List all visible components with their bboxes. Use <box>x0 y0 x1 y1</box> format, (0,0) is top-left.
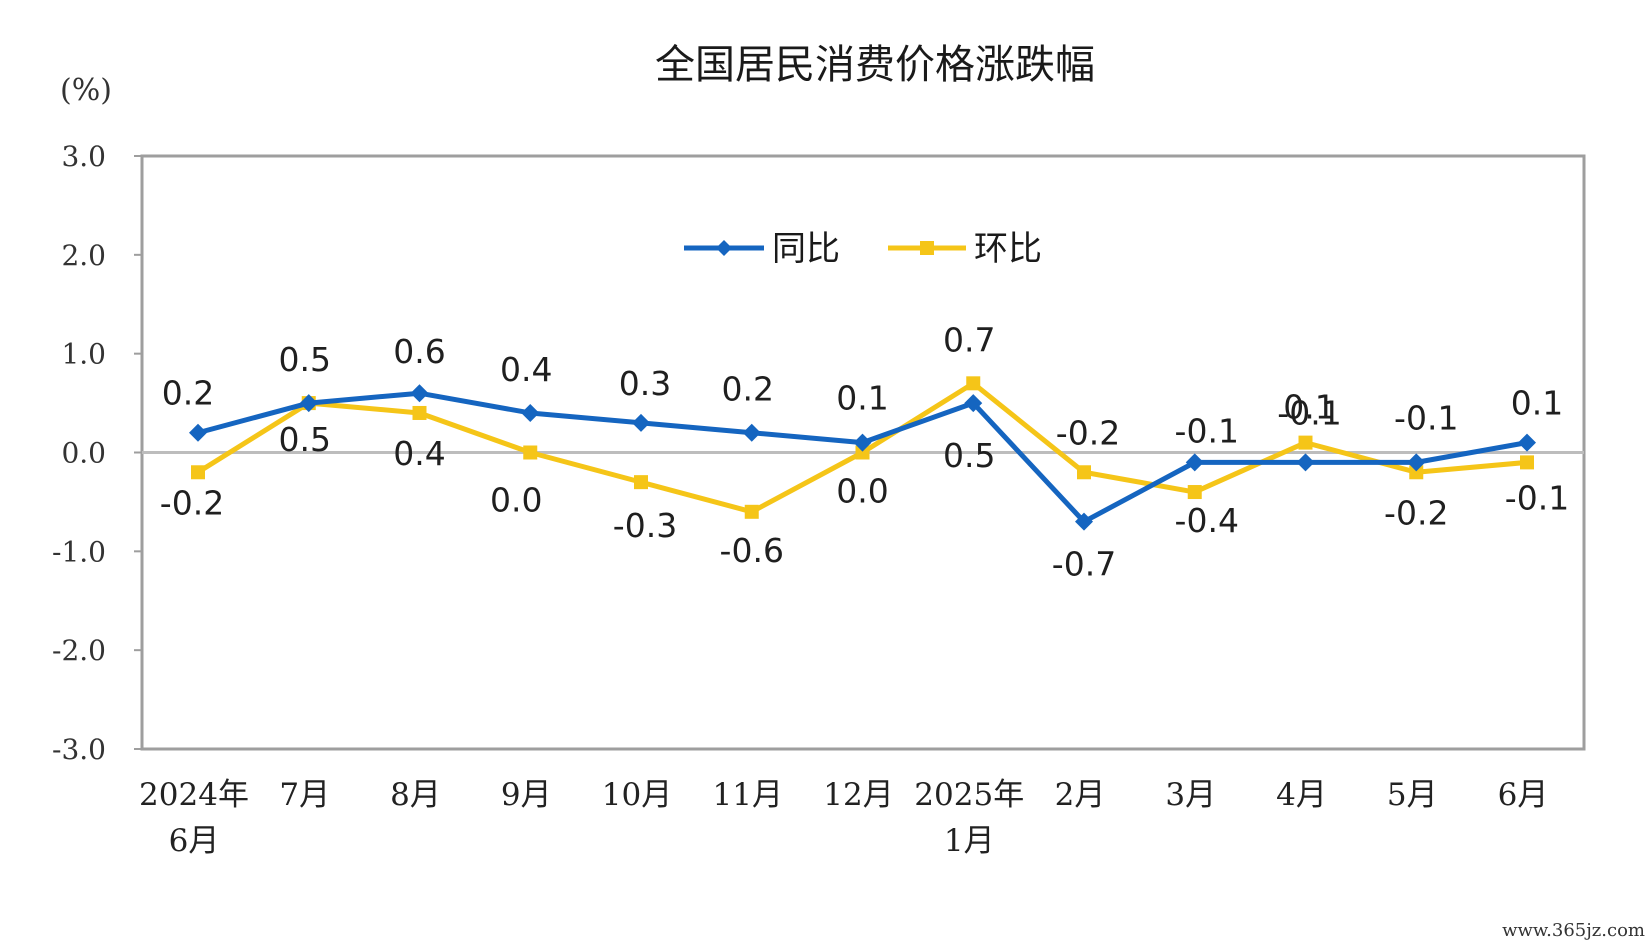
watermark: www.365jz.com <box>1502 920 1645 941</box>
x-tick-label: 10月 <box>602 777 672 813</box>
mom-data-label: 0.5 <box>279 420 331 459</box>
mom-point <box>744 504 759 519</box>
legend-item-mom: 环比 <box>888 229 1042 269</box>
y-tick-label: -2.0 <box>52 634 106 667</box>
mom-point <box>523 445 538 460</box>
mom-point <box>412 405 427 420</box>
mom-data-label: -0.2 <box>160 483 224 522</box>
yoy-point <box>1407 453 1426 472</box>
y-tick-label: 3.0 <box>61 140 106 173</box>
yoy-data-label: 0.4 <box>500 350 552 389</box>
chart-title: 全国居民消费价格涨跌幅 <box>655 42 1095 88</box>
x-axis-ticks: 2024年 6月 7月 8月 9月 10月 11月 12月 2025年 1月 2月 3月 4月 5月 6月 <box>139 777 1548 859</box>
y-axis-ticks: 3.0 2.0 1.0 0.0 -1.0 -2.0 -3.0 <box>52 140 142 766</box>
mom-data-label: 0.4 <box>393 434 445 473</box>
mom-data-label: 0.7 <box>943 320 995 359</box>
yoy-point <box>964 394 983 413</box>
y-tick-label: 1.0 <box>61 338 106 371</box>
series-group <box>189 376 1536 531</box>
yoy-point <box>1075 512 1093 531</box>
x-tick-label: 6月 <box>1498 777 1549 813</box>
yoy-data-label: -0.1 <box>1175 411 1239 450</box>
mom-point <box>634 475 648 490</box>
mom-point <box>1077 465 1091 480</box>
x-tick-label: 2月 <box>1055 777 1106 813</box>
x-tick-label: 2025年 <box>914 777 1024 813</box>
x-tick-label: 2024年 <box>139 777 249 813</box>
x-tick-label: 3月 <box>1165 777 1216 813</box>
yoy-data-label: 0.2 <box>722 370 774 409</box>
yoy-data-label: 0.6 <box>393 332 445 371</box>
x-tick-label: 1月 <box>944 823 995 859</box>
legend-mom-label: 环比 <box>974 229 1042 269</box>
mom-point <box>1298 435 1313 450</box>
yoy-point <box>1296 453 1315 472</box>
mom-point <box>191 465 205 480</box>
yoy-data-label: -0.7 <box>1052 545 1116 584</box>
yoy-data-label: -0.1 <box>1394 398 1458 437</box>
legend-item-yoy: 同比 <box>684 229 840 269</box>
mom-data-label: 0.1 <box>1283 388 1335 427</box>
y-tick-label: -1.0 <box>52 535 106 568</box>
y-axis-unit: (%) <box>60 73 112 108</box>
mom-point <box>855 445 870 460</box>
y-tick-label: 2.0 <box>61 239 106 272</box>
x-tick-label: 5月 <box>1387 777 1438 813</box>
x-tick-label: 4月 <box>1276 777 1327 813</box>
mom-data-label: 0.0 <box>836 472 888 511</box>
legend: 同比 环比 <box>684 229 1042 269</box>
mom-point <box>966 376 981 391</box>
yoy-data-label: 0.5 <box>279 340 331 379</box>
yoy-point <box>299 394 318 413</box>
yoy-point <box>1518 433 1536 452</box>
mom-data-label: -0.1 <box>1505 478 1569 517</box>
mom-data-label: -0.3 <box>613 506 677 545</box>
x-tick-label: 9月 <box>501 777 552 813</box>
yoy-point <box>1185 453 1204 472</box>
yoy-point <box>189 423 207 442</box>
x-tick-label: 7月 <box>279 777 330 813</box>
mom-point <box>1409 465 1424 480</box>
mom-data-label: -0.6 <box>720 531 784 570</box>
legend-mom-marker <box>920 241 934 255</box>
yoy-point <box>853 433 872 452</box>
legend-yoy-marker <box>716 240 732 256</box>
yoy-data-label: 0.2 <box>162 374 214 413</box>
mom-point <box>1187 485 1202 500</box>
yoy-point <box>521 403 540 422</box>
y-tick-label: -3.0 <box>52 733 106 766</box>
x-tick-label: 12月 <box>823 777 893 813</box>
yoy-point <box>632 413 650 432</box>
y-tick-label: 0.0 <box>61 437 106 470</box>
yoy-data-label: 0.1 <box>1511 384 1563 423</box>
x-tick-label: 8月 <box>390 777 441 813</box>
mom-data-label: -0.2 <box>1384 493 1448 532</box>
data-labels: 0.2 0.5 0.6 0.4 0.3 0.2 0.1 0.5 -0.7 -0.1 -0.1 -0.1… <box>160 320 1569 583</box>
yoy-point <box>742 423 761 442</box>
legend-yoy-label: 同比 <box>772 229 840 269</box>
mom-data-label: 0.0 <box>490 481 542 520</box>
x-tick-label: 11月 <box>713 777 783 813</box>
yoy-data-label: 0.3 <box>619 364 671 403</box>
mom-data-label: -0.2 <box>1056 413 1120 452</box>
mom-data-label: -0.4 <box>1175 501 1239 540</box>
x-tick-label: 6月 <box>169 823 220 859</box>
yoy-point <box>410 384 429 403</box>
yoy-data-label: -0.1 <box>1277 393 1341 432</box>
yoy-data-label: 0.5 <box>943 436 995 475</box>
yoy-data-label: 0.1 <box>836 379 888 418</box>
mom-point <box>1520 455 1534 470</box>
